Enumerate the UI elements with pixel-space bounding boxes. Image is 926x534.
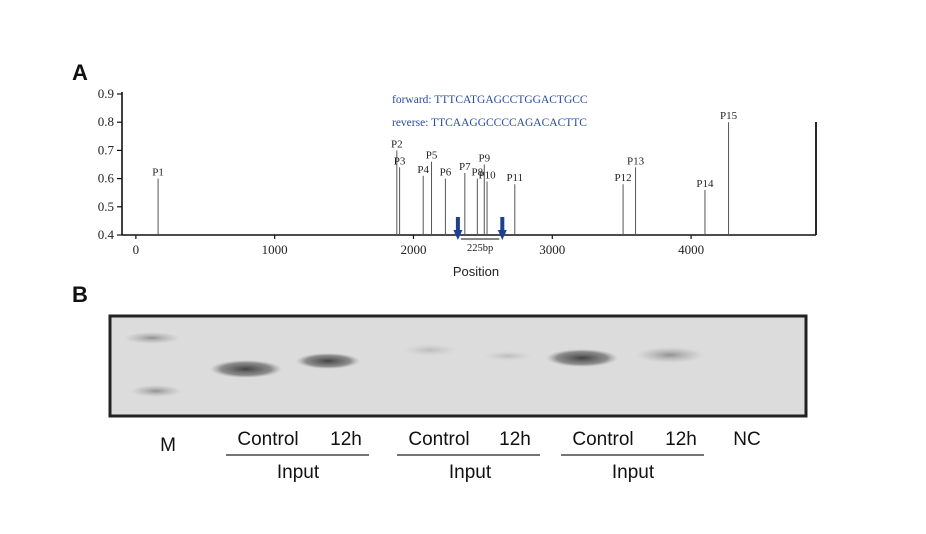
y-tick-label: 0.5 — [98, 199, 114, 214]
bar-label-p6: P6 — [440, 167, 452, 179]
marker-band-lower — [130, 385, 182, 397]
band-input2-control — [402, 344, 458, 356]
y-tick-label: 0.4 — [98, 227, 115, 242]
forward-arrow-head — [453, 230, 463, 240]
bar-label-p8: P8 — [472, 167, 484, 179]
reverse-primer: reverse: TTCAAGGCCCCAGACACTTC — [392, 117, 587, 129]
x-tick-label: 2000 — [400, 242, 426, 257]
bar-label-p11: P11 — [506, 172, 523, 184]
bar-label-p15: P15 — [720, 110, 738, 122]
bar-label-p9: P9 — [478, 153, 490, 165]
band-input2-12h — [484, 351, 532, 361]
band-input3-control — [546, 349, 618, 367]
reverse-arrow-shaft — [500, 217, 505, 231]
band-input1-control — [210, 360, 282, 378]
x-tick-label: 3000 — [539, 242, 565, 257]
group3-label: Input — [612, 462, 655, 483]
x-tick-label: 4000 — [678, 242, 704, 257]
lane2-control: Control — [408, 429, 469, 450]
y-tick-label: 0.9 — [98, 86, 114, 101]
bar-label-p4: P4 — [417, 164, 429, 176]
lane1-12h: 12h — [330, 429, 362, 450]
gel-image — [108, 314, 808, 418]
lane1-control: Control — [237, 429, 298, 450]
panel-label-b: B — [72, 282, 88, 307]
amplicon-marker: 225bp — [453, 217, 507, 254]
group2-label: Input — [449, 462, 492, 483]
y-tick-label: 0.6 — [98, 171, 115, 186]
position-chart: 0.40.50.60.70.80.9 0 1000 2000 3000 4000 P1P… — [98, 86, 817, 279]
forward-arrow-shaft — [455, 217, 460, 231]
bar-label-p5: P5 — [426, 150, 438, 162]
marker-band-upper — [124, 332, 180, 344]
x-axis-label: Position — [453, 264, 499, 279]
reverse-arrow-head — [497, 230, 507, 240]
band-input3-12h — [636, 347, 704, 363]
lane2-12h: 12h — [499, 429, 531, 450]
forward-primer: forward: TTTCATGAGCCTGGACTGCC — [392, 94, 588, 106]
panel-label-a: A — [72, 60, 88, 85]
x-ticks: 0 1000 2000 3000 4000 — [133, 235, 704, 257]
bar-label-p2: P2 — [391, 138, 403, 150]
bar-label-p7: P7 — [459, 161, 471, 173]
y-tick-label: 0.7 — [98, 142, 115, 157]
lane-m: M — [160, 435, 176, 456]
bar-label-p12: P12 — [615, 172, 632, 184]
bar-label-p3: P3 — [394, 155, 406, 167]
amplicon-label: 225bp — [467, 243, 493, 254]
lane3-control: Control — [572, 429, 633, 450]
group1-label: Input — [277, 462, 320, 483]
y-ticks: 0.4 0.5 0.6 0.7 0.8 0.9 — [98, 86, 122, 242]
x-tick-label: 1000 — [262, 242, 288, 257]
band-input1-12h — [296, 353, 360, 369]
y-tick-label: 0.8 — [98, 114, 114, 129]
bar-label-p10: P10 — [478, 169, 496, 181]
bar-label-p13: P13 — [627, 155, 645, 167]
lane3-12h: 12h — [665, 429, 697, 450]
x-tick-label: 0 — [133, 242, 140, 257]
bar-label-p14: P14 — [696, 178, 714, 190]
lane-nc: NC — [733, 429, 760, 450]
bar-label-p1: P1 — [152, 167, 164, 179]
